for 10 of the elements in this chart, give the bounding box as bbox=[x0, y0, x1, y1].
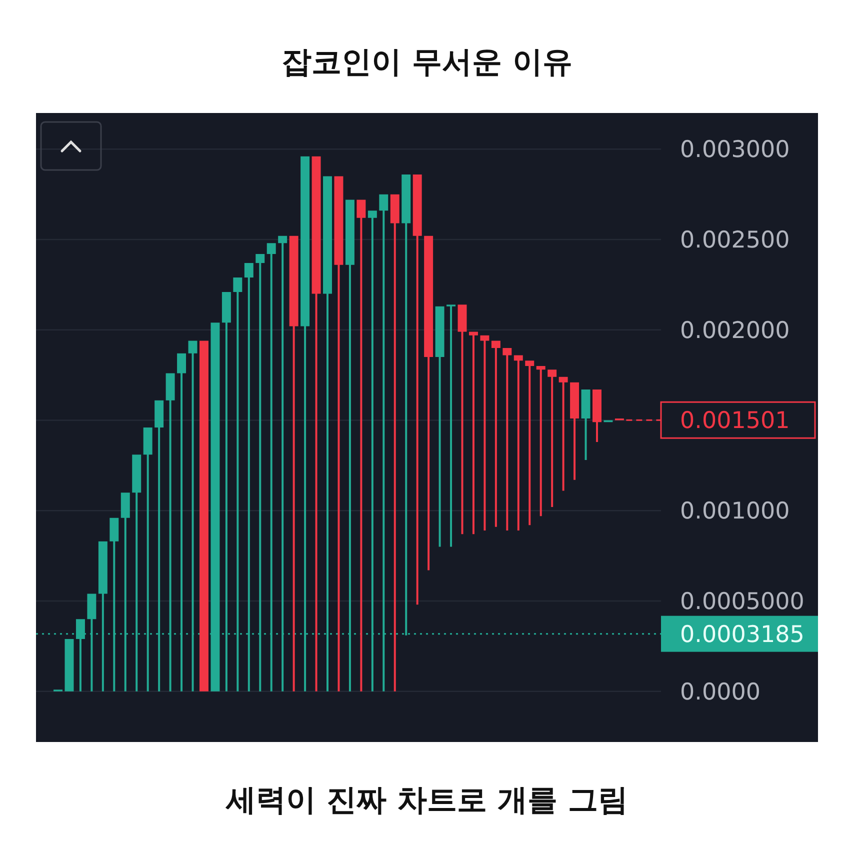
y-tick-label: 0.002000 bbox=[680, 318, 790, 344]
text: 세력이 진짜 차트로 개를 그림 bbox=[225, 783, 628, 818]
ref-line-label: 0.0003185 bbox=[680, 622, 804, 648]
chart-title: 잡코인이 무서운 이유 bbox=[282, 45, 572, 80]
y-tick-label: 0.003000 bbox=[680, 137, 790, 164]
ref-line-label: 0.001501 bbox=[680, 408, 790, 434]
y-tick-label: 0.0000 bbox=[680, 679, 760, 706]
y-tick-label: 0.0005000 bbox=[680, 589, 804, 616]
y-tick-label: 0.001000 bbox=[680, 498, 790, 525]
y-tick-label: 0.002500 bbox=[680, 228, 790, 254]
